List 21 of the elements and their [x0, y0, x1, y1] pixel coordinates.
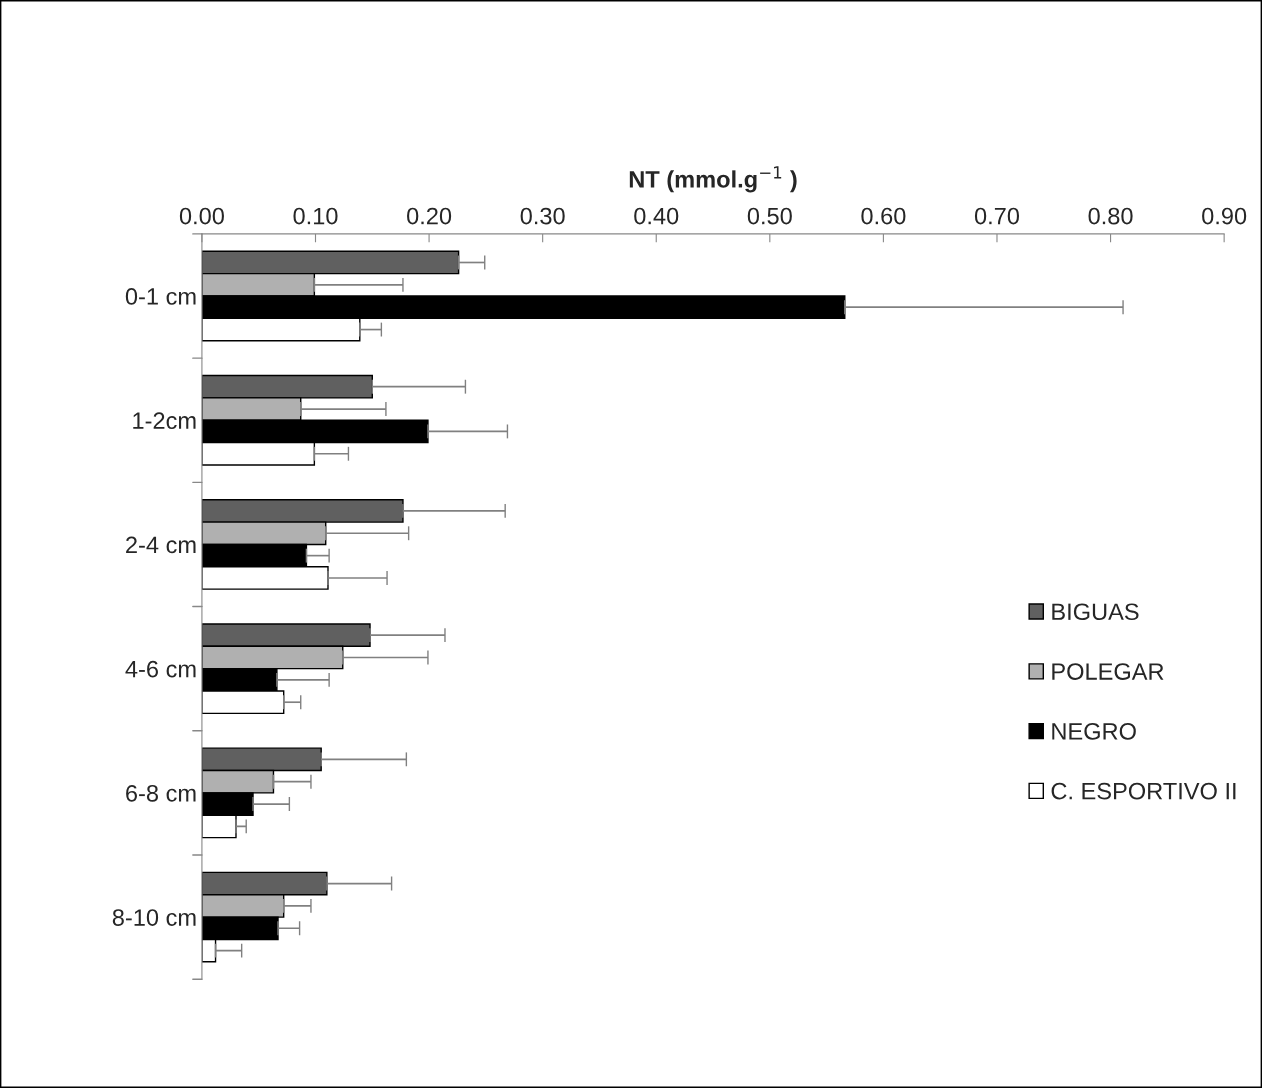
x-tick-label: 0.00: [179, 207, 224, 225]
legend-label: C. ESPORTIVO II: [1051, 782, 1236, 800]
x-tick-label: 0.50: [747, 207, 792, 225]
y-tick-label: 2-4 cm: [126, 536, 196, 554]
x-tick-label: 0.30: [520, 207, 565, 225]
legend-label: NEGRO: [1052, 722, 1136, 740]
y-tick-label: 6-8 cm: [126, 784, 196, 802]
y-tick-label: 8-10 cm: [112, 909, 196, 926]
x-tick-label: 0.10: [293, 207, 338, 225]
x-tick-label: 0.40: [634, 207, 679, 225]
x-tick-label: 0.60: [861, 207, 906, 225]
legend-label: POLEGAR: [1052, 663, 1164, 680]
y-tick-label: 0-1 cm: [125, 288, 196, 305]
y-tick-label: 1-2cm: [133, 412, 196, 430]
legend-label: BIGUAS: [1052, 603, 1139, 621]
x-tick-label: 0.80: [1088, 207, 1133, 225]
x-tick-label: 0.70: [974, 207, 1020, 225]
y-tick-label: 4-6 cm: [125, 660, 196, 678]
x-tick-label: 0.20: [407, 207, 452, 225]
x-axis-title: NT (mmol.g$^{−1}$ ): [629, 166, 797, 193]
x-tick-label: 0.90: [1202, 207, 1247, 225]
